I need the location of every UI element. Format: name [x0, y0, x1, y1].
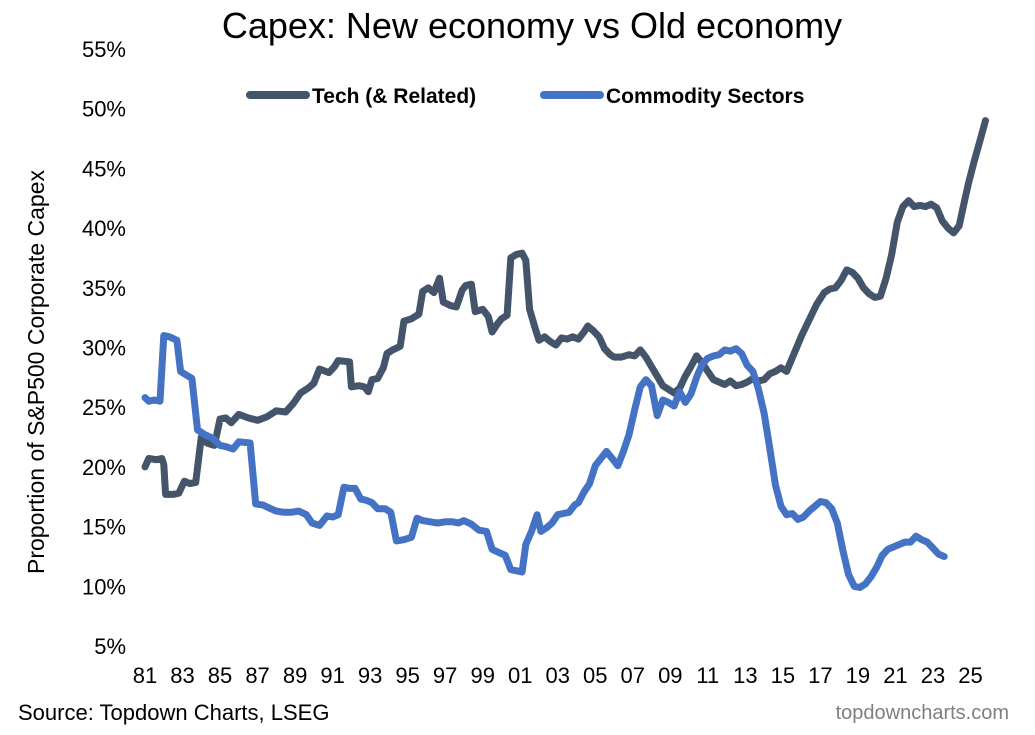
series-lines [141, 117, 989, 591]
x-tick-label: 95 [395, 663, 419, 688]
y-axis-label: Proportion of S&P500 Corporate Capex [23, 169, 49, 574]
y-tick-label: 35% [82, 276, 126, 301]
x-tick-label: 03 [546, 663, 570, 688]
x-tick-label: 13 [733, 663, 757, 688]
x-tick-label: 07 [621, 663, 645, 688]
series-line-tech [141, 117, 989, 498]
y-tick-label: 45% [82, 156, 126, 181]
x-tick-label: 83 [170, 663, 194, 688]
x-tick-label: 05 [583, 663, 607, 688]
x-tick-label: 09 [658, 663, 682, 688]
x-tick-label: 99 [470, 663, 494, 688]
y-tick-label: 5% [94, 634, 126, 659]
y-tick-label: 30% [82, 336, 126, 361]
series-line-commodity [141, 332, 948, 591]
x-tick-label: 17 [808, 663, 832, 688]
x-tick-label: 97 [433, 663, 457, 688]
x-tick-label: 85 [208, 663, 232, 688]
x-axis-ticks: 81 83 85 87 89 91 93 95 97 99 01 03 05 07 09 11 13 15 17 19… [133, 663, 983, 688]
x-tick-label: 21 [883, 663, 907, 688]
x-tick-label: 11 [696, 663, 719, 688]
y-tick-label: 40% [82, 216, 126, 241]
y-axis-ticks: 5% 10% 15% 20% 25% 30% 35% 40% 45% 50% 55% [82, 37, 126, 659]
legend-label-tech: Tech (& Related) [312, 85, 476, 108]
x-tick-label: 15 [771, 663, 795, 688]
legend-label-commodity: Commodity Sectors [606, 85, 804, 108]
source-note: Source: Topdown Charts, LSEG [18, 700, 330, 725]
y-tick-label: 15% [82, 515, 126, 540]
legend: Tech (& Related) Commodity Sectors [246, 85, 804, 108]
brand-watermark: topdowncharts.com [835, 702, 1009, 724]
y-tick-label: 50% [82, 97, 126, 122]
y-tick-label: 25% [82, 395, 126, 420]
x-tick-label: 87 [245, 663, 269, 688]
x-tick-label: 81 [133, 663, 157, 688]
x-tick-label: 01 [508, 663, 532, 688]
x-tick-label: 93 [358, 663, 382, 688]
x-tick-label: 23 [921, 663, 945, 688]
x-tick-label: 91 [320, 663, 344, 688]
x-tick-label: 19 [846, 663, 870, 688]
x-tick-label: 25 [958, 663, 982, 688]
y-tick-label: 20% [82, 455, 126, 480]
chart-title: Capex: New economy vs Old economy [222, 5, 842, 46]
y-tick-label: 55% [82, 37, 126, 62]
x-tick-label: 89 [283, 663, 307, 688]
y-tick-label: 10% [82, 574, 126, 599]
